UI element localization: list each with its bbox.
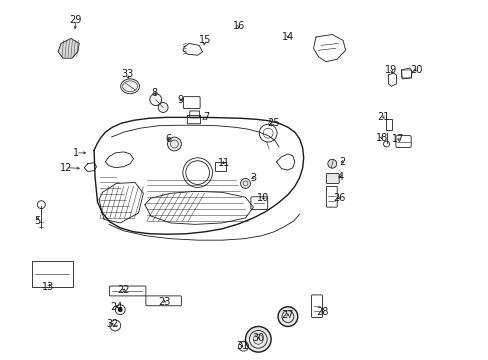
- Circle shape: [240, 179, 250, 188]
- Text: 13: 13: [42, 282, 54, 292]
- Text: 31: 31: [235, 341, 247, 351]
- Text: 8: 8: [151, 88, 158, 98]
- Circle shape: [327, 159, 336, 168]
- Text: 21: 21: [377, 112, 389, 122]
- Polygon shape: [58, 39, 79, 58]
- Text: 4: 4: [337, 172, 343, 181]
- Circle shape: [118, 307, 122, 312]
- Text: 16: 16: [232, 21, 244, 31]
- Text: 17: 17: [391, 134, 404, 144]
- Text: 22: 22: [117, 285, 130, 295]
- Text: 3: 3: [250, 172, 256, 183]
- Text: 33: 33: [121, 69, 133, 79]
- Text: 24: 24: [110, 302, 122, 312]
- Bar: [32, 261, 73, 287]
- Text: 9: 9: [177, 95, 183, 105]
- Text: 12: 12: [60, 163, 72, 173]
- Text: 30: 30: [252, 333, 264, 343]
- Text: 29: 29: [69, 15, 82, 25]
- Text: 14: 14: [281, 32, 293, 42]
- Text: 6: 6: [164, 134, 171, 144]
- Text: 26: 26: [332, 193, 345, 203]
- Text: 20: 20: [409, 65, 422, 75]
- Text: 28: 28: [316, 307, 328, 317]
- Text: 32: 32: [106, 319, 118, 329]
- Circle shape: [167, 137, 181, 151]
- Ellipse shape: [121, 79, 139, 94]
- Text: 23: 23: [158, 297, 170, 307]
- Text: 2: 2: [338, 157, 345, 167]
- Text: 27: 27: [281, 310, 294, 320]
- Text: 1: 1: [73, 148, 79, 158]
- Text: 25: 25: [266, 118, 279, 128]
- Circle shape: [158, 103, 168, 112]
- Text: 7: 7: [203, 112, 209, 122]
- Circle shape: [149, 94, 162, 105]
- FancyBboxPatch shape: [325, 174, 339, 184]
- Text: 15: 15: [199, 35, 211, 45]
- Circle shape: [278, 307, 297, 327]
- Circle shape: [245, 327, 270, 352]
- Text: 19: 19: [385, 65, 397, 75]
- Text: 18: 18: [375, 133, 387, 143]
- Text: 5: 5: [34, 216, 41, 226]
- Text: 11: 11: [217, 158, 229, 168]
- Text: 10: 10: [257, 193, 269, 203]
